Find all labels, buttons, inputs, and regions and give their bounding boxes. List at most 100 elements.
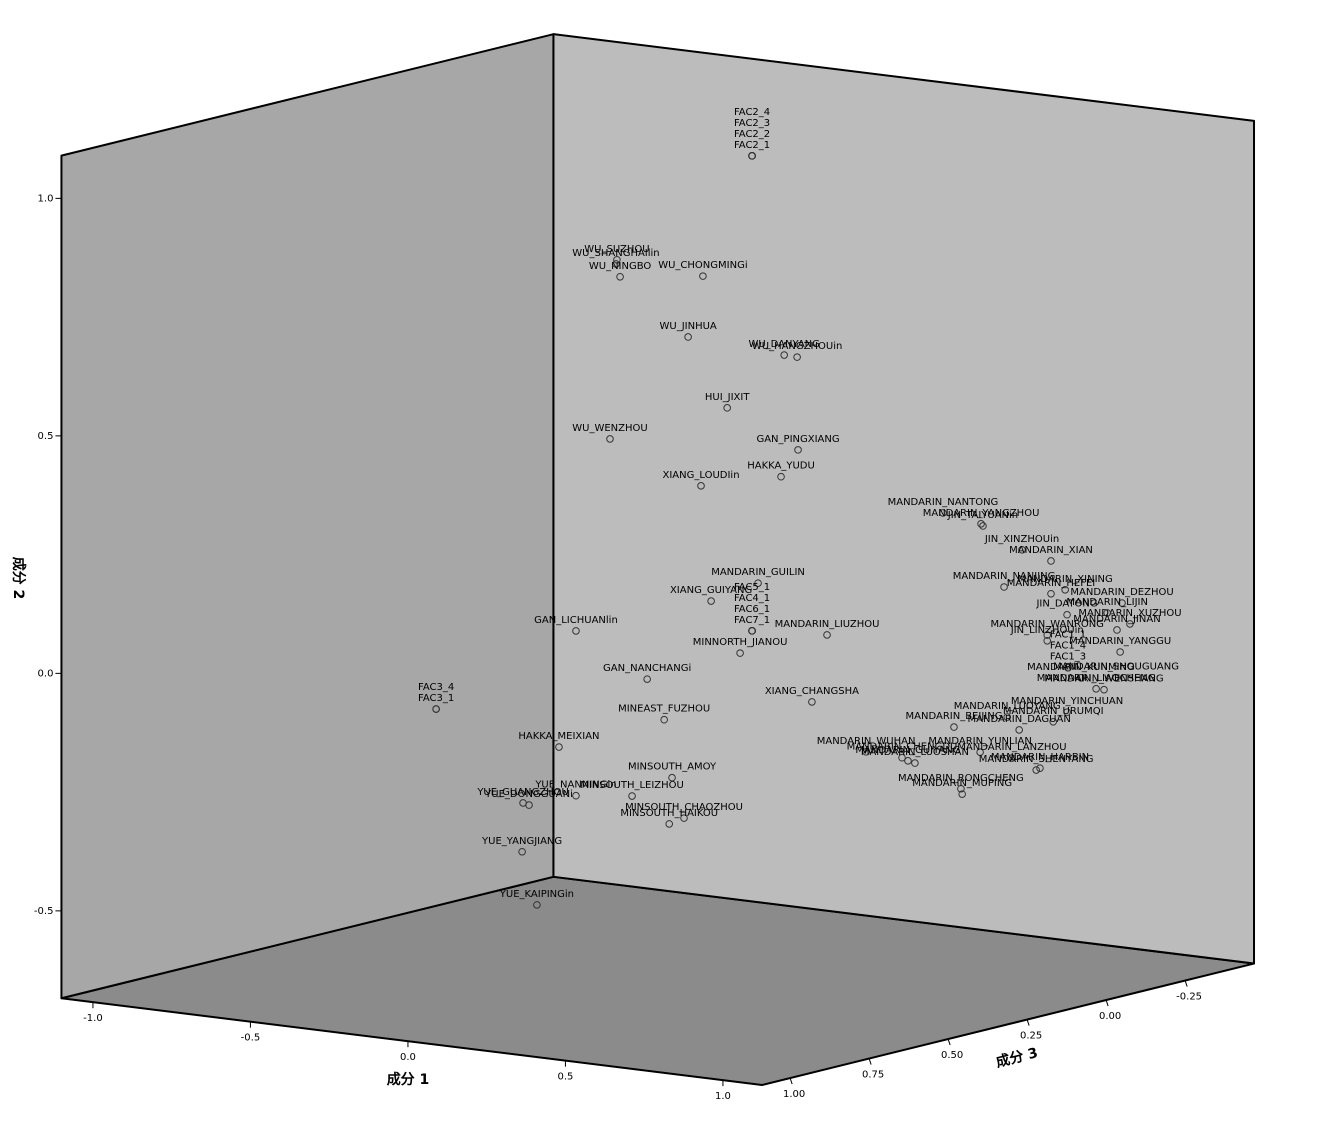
marker	[518, 847, 526, 856]
marker	[777, 472, 785, 481]
point-label: MINSOUTH_AMOY	[628, 762, 717, 773]
point-label: MANDARIN_DEZHOU	[1070, 587, 1173, 598]
marker	[957, 784, 965, 793]
point-label: MANDARIN_LIJIN	[1066, 597, 1148, 608]
point-label: JIN_LINZHOUin	[1010, 625, 1084, 636]
marker	[1032, 766, 1040, 774]
point-label: WU_SUZHOU	[584, 244, 649, 255]
marker	[1047, 589, 1055, 598]
marker	[1063, 610, 1071, 619]
marker	[525, 801, 533, 809]
point-label: MANDARIN_LANZHOU	[957, 742, 1066, 753]
point-label: MANDARIN_GUILIN	[711, 567, 805, 578]
z-tick-label: 0.00	[1099, 1011, 1121, 1022]
marker	[1100, 685, 1108, 694]
marker	[793, 353, 801, 361]
marker	[555, 743, 563, 751]
point-label: MANDARIN_DAGUAN	[968, 714, 1071, 725]
y-tick-label: 0.5	[38, 431, 54, 442]
point-label: JIN_XINZHOUin	[984, 534, 1059, 545]
point-label: WU_JINHUA	[659, 321, 716, 332]
point-label: MANDARIN_NANTONG	[888, 497, 999, 508]
marker	[1043, 636, 1052, 645]
point-label: YUE_DONGGUANi	[484, 789, 573, 800]
marker	[572, 791, 580, 800]
marker	[958, 790, 966, 798]
point-label: YUE_YANGJIANG	[481, 836, 562, 847]
marker	[613, 255, 621, 264]
point-label: MANDARIN_LUOSHAN	[861, 747, 969, 758]
point-label: MANDARIN_YANGGU	[1069, 636, 1171, 647]
point-label: MANDARIN_URUMQI	[1003, 706, 1104, 717]
point-label: MANDARIN_WUHAN	[817, 736, 916, 747]
x-tick-label: -0.5	[241, 1033, 261, 1044]
marker	[680, 814, 688, 822]
marker	[1103, 609, 1111, 617]
marker	[1113, 626, 1121, 634]
marker	[1126, 620, 1134, 628]
marker	[911, 759, 919, 767]
marker	[1077, 674, 1085, 682]
point-label: MINEAST_FUZHOU	[618, 704, 710, 715]
point-label: WU_DANYANG	[748, 339, 819, 350]
point-label: MANDARIN_LUOYANG	[954, 701, 1061, 712]
point-label: MANDARIN_YINCHUAN	[1011, 696, 1123, 707]
point-label: MANDARIN_WENSHANG	[1044, 674, 1163, 685]
marker	[748, 152, 756, 160]
point-label: MINSOUTH_LEIZHOU	[580, 780, 684, 791]
point-label: HUI_JIXIT	[705, 392, 750, 403]
marker	[939, 509, 947, 517]
marker	[862, 748, 870, 756]
point-label: MANDARIN_JINAN	[1073, 614, 1160, 625]
point-label: FAC1_1	[1050, 630, 1086, 641]
z-tick	[947, 1038, 951, 1046]
z-tick	[1026, 1019, 1030, 1026]
point-label: JIN_DATONG	[1035, 599, 1097, 610]
point-label: MANDARIN_LIUZHOU	[775, 619, 880, 630]
point-label: MANDARIN_YUNLIAN	[928, 736, 1031, 747]
marker	[1018, 545, 1026, 554]
marker	[1008, 754, 1016, 762]
z-tick	[1184, 980, 1188, 987]
point-label: FAC7_1	[734, 615, 770, 626]
marker	[668, 773, 676, 782]
point-label: MANDARIN_HARBIN	[991, 752, 1089, 763]
point-label: FAC4_1	[734, 593, 770, 604]
y-tick-label: 0.0	[38, 668, 54, 679]
point-label: MANDARIN_WANRONG	[991, 619, 1104, 630]
point-label: MANDARIN_SHENYANG	[979, 754, 1094, 765]
point-label: MINSOUTH_CHAOZHOU	[625, 802, 743, 813]
y-tick-label: 1.0	[38, 193, 54, 204]
point-label: FAC2_1	[734, 140, 770, 151]
point-label: FAC3_1	[418, 693, 454, 704]
y-axis-title: 成分 2	[10, 557, 27, 600]
marker	[628, 792, 636, 800]
point-label: MANDARIN_LIAOCHENG	[1037, 673, 1156, 684]
y-tick-label: -0.5	[34, 906, 54, 917]
marker	[643, 675, 651, 683]
point-label: GAN_NANCHANGi	[603, 663, 691, 674]
z-axis-title: 成分 3	[994, 1044, 1039, 1071]
point-label: YUE_GUANGZHOU	[476, 787, 568, 798]
point-label: GAN_LICHUANlin	[534, 615, 618, 626]
point-label: MANDARIN_SHOUGUANG	[1053, 662, 1179, 673]
point-label: YUE_NANNINGin	[534, 780, 616, 791]
x-tick-label: 1.0	[715, 1091, 731, 1102]
point-label: FAC2_2	[734, 129, 770, 140]
marker	[794, 446, 802, 454]
marker	[1061, 586, 1069, 594]
point-label: GAN_PINGXIANG	[756, 434, 839, 445]
point-label: MANDARIN_XUZHOU	[1078, 608, 1181, 619]
marker	[823, 631, 831, 639]
point-label: XIANG_GUIYANG	[670, 585, 752, 596]
z-tick	[1105, 999, 1109, 1007]
marker	[1064, 663, 1072, 672]
point-label: MANDARIN_GUIYANG	[855, 745, 960, 756]
point-label: XIANG_CHANGSHA	[765, 686, 859, 697]
point-label: WU_WENZHOU	[572, 423, 647, 434]
marker	[1015, 726, 1023, 734]
marker	[432, 705, 440, 713]
marker	[1000, 583, 1008, 591]
point-label: MINSOUTH_HAIKOU	[620, 808, 718, 819]
